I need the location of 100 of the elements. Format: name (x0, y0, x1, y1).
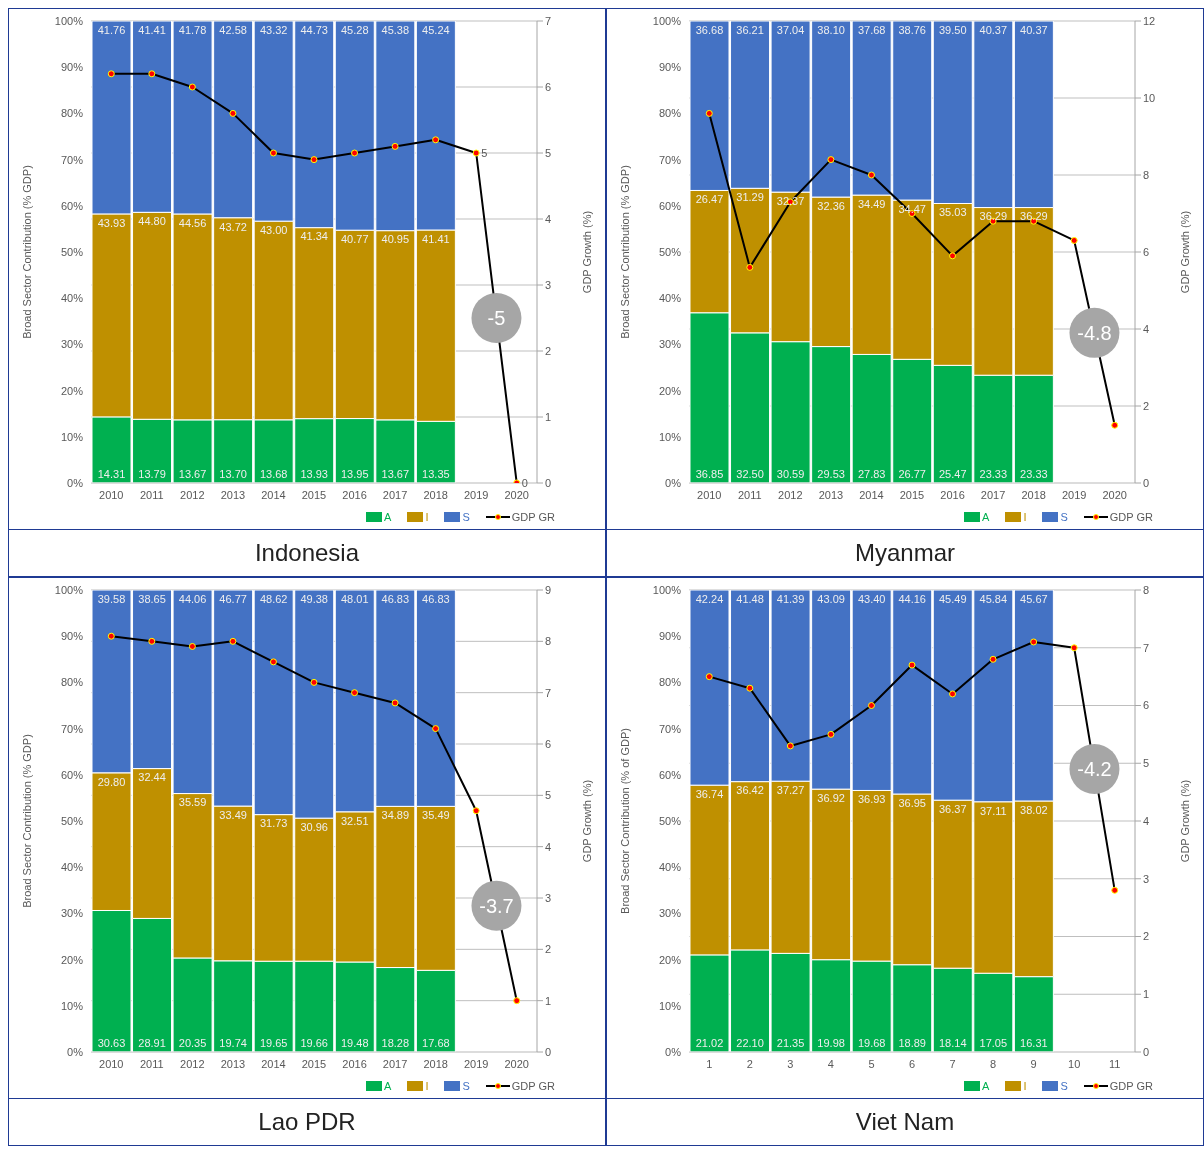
data-label: 43.40 (857, 592, 886, 605)
data-label: 40.37 (979, 23, 1008, 36)
x-tick-label: 3 (787, 1057, 794, 1070)
y-tick-label: 30% (658, 907, 682, 920)
legend-label: GDP GR (1109, 1080, 1153, 1092)
y-tick-label: 80% (658, 107, 682, 120)
y-tick-label: 50% (658, 245, 682, 258)
x-tick-label: 2018 (423, 488, 448, 501)
y2-tick-label: 10 (1143, 91, 1156, 104)
y-tick-label: 50% (60, 245, 84, 258)
y-tick-label: 100% (652, 583, 682, 596)
y2-tick-label: 4 (545, 840, 552, 853)
data-label: 19.68 (857, 1037, 886, 1049)
data-label: 44.56 (178, 216, 207, 229)
data-label: 39.58 (97, 592, 126, 605)
y2-tick-label: 7 (545, 14, 552, 27)
data-label: 19.74 (219, 1037, 247, 1049)
y-tick-label: 90% (60, 61, 84, 74)
y-tick-label: 0% (665, 476, 682, 489)
data-label: 43.00 (259, 223, 288, 236)
y2-tick-label: 1 (1143, 988, 1150, 1001)
data-label: 41.41 (138, 23, 166, 36)
y2-tick-label: 6 (1143, 699, 1150, 712)
data-label: 18.14 (939, 1037, 967, 1049)
data-label: 13.67 (178, 468, 207, 480)
x-tick-label: 2019 (463, 488, 489, 501)
data-label: 39.50 (939, 23, 967, 36)
legend-label: S (462, 511, 470, 523)
data-label: 13.93 (300, 468, 328, 480)
data-label: 37.04 (776, 23, 805, 36)
data-label: 34.89 (381, 809, 410, 822)
y-tick-label: 90% (658, 61, 682, 74)
data-label: 36.29 (1020, 210, 1048, 223)
y-tick-label: 10% (60, 999, 84, 1012)
data-label: 36.29 (979, 210, 1008, 223)
y-tick-label: 90% (658, 630, 682, 643)
data-label: 44.16 (898, 592, 926, 605)
x-tick-label: 2012 (180, 488, 205, 501)
y-tick-label: 80% (60, 676, 84, 689)
data-label: 36.74 (695, 787, 724, 800)
data-label: 45.49 (939, 592, 967, 605)
data-label: 43.93 (97, 216, 126, 229)
data-label: 13.70 (219, 468, 247, 480)
x-tick-label: 2020 (504, 1057, 529, 1070)
data-label: 23.33 (1020, 468, 1048, 480)
x-tick-label: 2014 (859, 488, 884, 501)
data-label: 34.47 (898, 202, 926, 215)
data-label: 45.67 (1020, 592, 1048, 605)
y-tick-label: 20% (658, 953, 682, 966)
y-tick-label: 70% (60, 722, 84, 735)
y-axis-title: Broad Sector Contribution (% GDP) (618, 165, 631, 339)
y2-tick-label: 6 (545, 737, 552, 750)
y-axis-title: Broad Sector Contribution (% GDP) (20, 165, 33, 339)
legend-label: I (425, 1080, 429, 1092)
data-label: 41.41 (422, 232, 450, 245)
data-label: 46.83 (381, 592, 410, 605)
y2-tick-label: 8 (1143, 583, 1150, 596)
y2-tick-label: 3 (545, 278, 552, 291)
y-tick-label: 70% (60, 153, 84, 166)
data-label: 32.51 (341, 814, 369, 827)
y2-tick-label: 0 (1143, 1045, 1150, 1058)
legend-label: A (384, 511, 392, 523)
annotation: -4.8 (1077, 321, 1112, 344)
y-tick-label: 60% (60, 199, 84, 212)
x-tick-label: 6 (908, 1057, 916, 1070)
y2-tick-label: 8 (545, 635, 552, 648)
y-tick-label: 0% (67, 1045, 84, 1058)
y2-tick-label: 6 (545, 80, 552, 93)
y2-tick-label: 8 (1143, 168, 1150, 181)
x-tick-label: 2 (746, 1057, 753, 1070)
y-tick-label: 50% (658, 814, 682, 827)
data-label: 37.68 (857, 23, 886, 36)
data-label: 43.72 (219, 220, 247, 233)
data-label: 38.76 (898, 23, 926, 36)
data-label: 48.62 (259, 592, 288, 605)
x-tick-label: 2017 (382, 1057, 408, 1070)
y-tick-label: 0% (665, 1045, 682, 1058)
legend-label: A (384, 1080, 392, 1092)
data-label: 44.73 (300, 23, 328, 36)
x-tick-label: 2015 (301, 1057, 327, 1070)
data-label: 22.10 (736, 1037, 764, 1049)
data-label: 32.44 (138, 771, 166, 784)
data-label: 46.83 (422, 592, 450, 605)
y2-tick-label: 3 (1143, 872, 1150, 885)
data-label: 44.06 (178, 592, 207, 605)
text: Indonesia (9, 529, 605, 576)
data-label: 36.85 (695, 468, 724, 480)
y2-tick-label: 1 (545, 994, 552, 1007)
data-label: 41.76 (97, 23, 126, 36)
data-label: 46.77 (219, 592, 247, 605)
data-label: 45.28 (341, 23, 369, 36)
annotation: -3.7 (479, 894, 514, 917)
y2-tick-label: 7 (1143, 641, 1150, 654)
data-label: 49.38 (300, 592, 328, 605)
y-tick-label: 40% (60, 292, 84, 305)
text: Myanmar (607, 529, 1203, 576)
data-label: 0 (521, 476, 528, 489)
data-label: 42.24 (695, 592, 724, 605)
data-label: 45.84 (979, 592, 1008, 605)
y2-tick-label: 0 (545, 476, 552, 489)
